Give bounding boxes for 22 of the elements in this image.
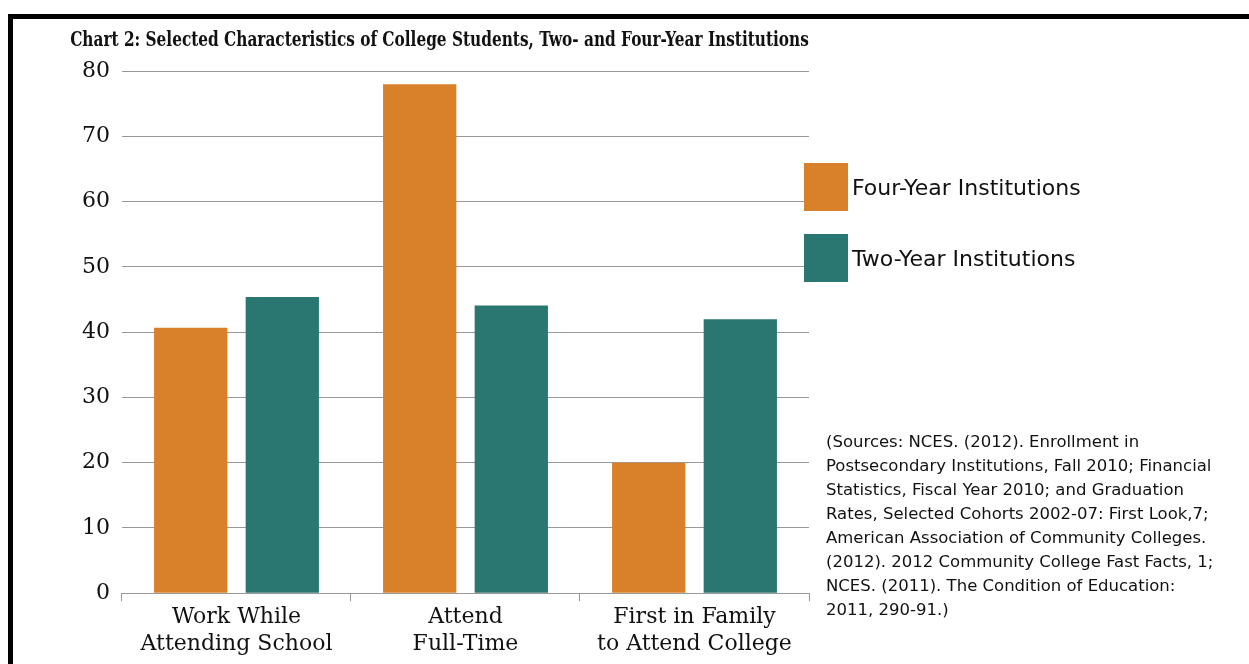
bar <box>154 327 228 593</box>
text: (Sources: NCES. (2012). Enrollment in Postsecondary Institutions, Fall 2010; Financial Statistics, Fiscal Year 2010; and Graduation Rates, Selected Cohorts 2002-07: First Look,7; American Association of Community Colleges. (2012). 2012 Community College Fast Facts, 1; NCES. (2011). The Condition of Education: 2011, 290-91.) <box>826 431 1215 621</box>
y-tick-label: 0 <box>95 578 110 604</box>
x-tick-label: First in Family to Attend College <box>597 603 792 655</box>
chart-title: Chart 2: Selected Characteristics of College Students, Two- and Four-Year Institutions <box>70 26 809 51</box>
y-tick-label: 10 <box>81 513 110 539</box>
bar <box>383 84 457 593</box>
x-tick-label: Work While Attending School <box>139 603 333 655</box>
bar <box>703 319 777 593</box>
y-tick-label: 30 <box>81 383 110 409</box>
y-tick-label: 50 <box>81 252 110 278</box>
y-tick-label: 20 <box>81 448 110 474</box>
legend-label: Four-Year Institutions <box>852 174 1081 200</box>
y-tick-label: 40 <box>81 317 110 343</box>
legend-label: Two-Year Institutions <box>852 245 1076 271</box>
bar <box>612 462 686 593</box>
bar <box>474 305 548 593</box>
y-tick-label: 60 <box>81 187 110 213</box>
x-tick-label: Attend Full-Time <box>412 603 519 655</box>
bar <box>245 296 319 593</box>
y-tick-label: 80 <box>81 56 110 82</box>
y-tick-label: 70 <box>81 122 110 148</box>
